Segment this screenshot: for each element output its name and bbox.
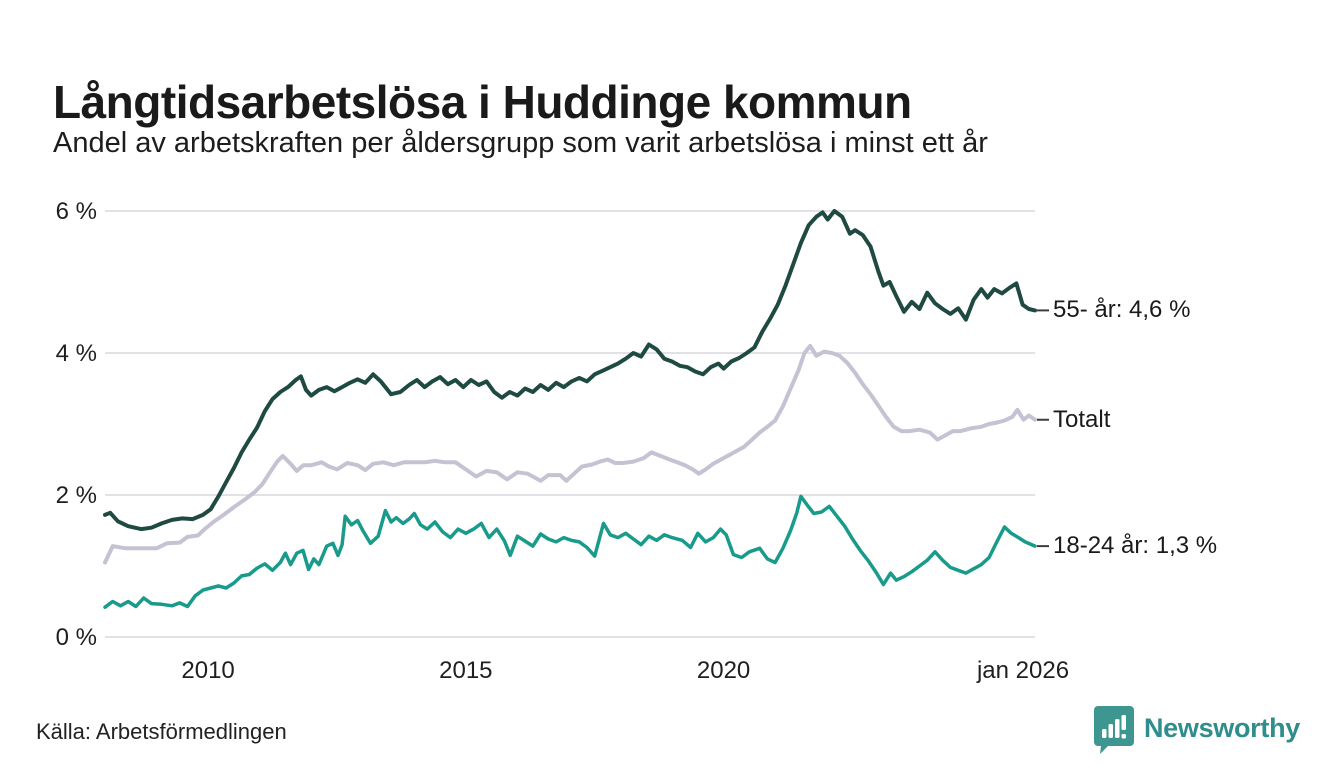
x-axis-tick-label: 2010 (181, 657, 234, 684)
x-axis-tick-label: 2020 (697, 657, 750, 684)
series-line-55-r (103, 209, 1037, 532)
source-note: Källa: Arbetsförmedlingen (36, 719, 287, 744)
series-end-label-18-24: 18-24 år: 1,3 % (1053, 532, 1218, 560)
chart-subtitle: Andel av arbetskraften per åldersgrupp s… (53, 127, 988, 159)
series-end-label-55-plus: 55- år: 4,6 % (1053, 296, 1191, 324)
series-line-18-24r (103, 494, 1037, 609)
newsworthy-wordmark: Newsworthy (1143, 712, 1300, 743)
newsworthy-branding: Newsworthy (1093, 705, 1300, 755)
bar-chart-speech-bubble-icon (1093, 706, 1134, 754)
y-axis-tick-label: 0 % (56, 624, 97, 651)
x-axis-tick-label: jan 2026 (976, 657, 1069, 684)
y-axis-tick-label: 2 % (56, 482, 97, 509)
x-axis-tick-label: 2015 (439, 657, 492, 684)
series-line-Totalt (103, 343, 1037, 565)
y-axis-tick-label: 4 % (56, 340, 97, 367)
y-axis-tick-label: 6 % (56, 198, 97, 225)
series-end-label-totalt: Totalt (1053, 405, 1111, 433)
page-title: Långtidsarbetslösa i Huddinge kommun (53, 75, 912, 128)
